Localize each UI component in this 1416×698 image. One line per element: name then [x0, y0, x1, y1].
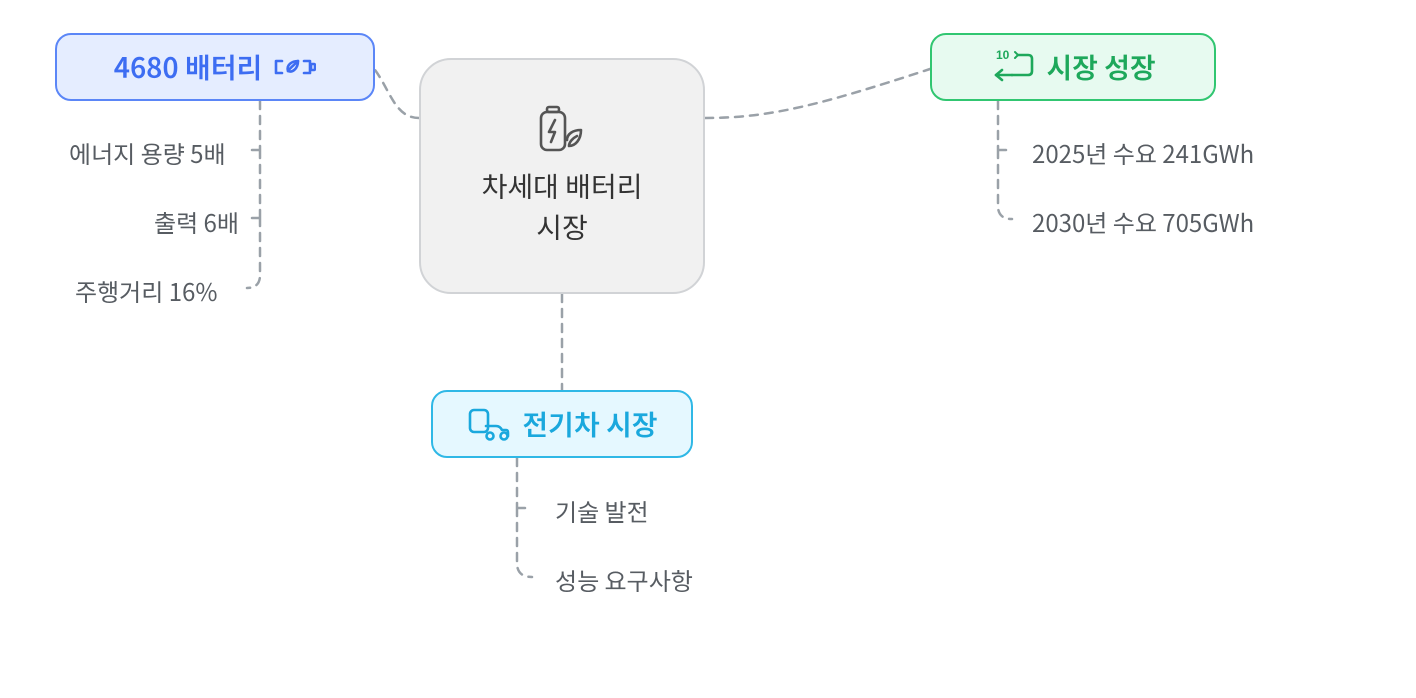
left-node-title: 4680 배터리 — [114, 47, 263, 87]
right-node-title: 시장 성장 — [1046, 47, 1155, 87]
connectors — [0, 0, 1416, 698]
ev-devices-icon — [466, 406, 512, 442]
center-title-line2: 시장 — [482, 207, 643, 248]
right-node-market-growth: 10 시장 성장 — [930, 33, 1216, 101]
left-sub-item: 출력 6배 — [154, 204, 239, 239]
bottom-sub-item: 기술 발전 — [555, 493, 649, 528]
eco-battery-icon — [272, 53, 316, 81]
bottom-sub-item: 성능 요구사항 — [555, 562, 693, 597]
right-sub-item: 2030년 수요 705GWh — [1032, 204, 1254, 239]
left-sub-item: 주행거리 16% — [75, 273, 217, 308]
center-node: 차세대 배터리 시장 — [419, 58, 705, 294]
bottom-node-ev-market: 전기차 시장 — [431, 390, 693, 458]
left-node-4680-battery: 4680 배터리 — [55, 33, 375, 101]
bottom-node-title: 전기차 시장 — [522, 404, 657, 444]
battery-leaf-icon — [531, 104, 593, 160]
cycle-icon: 10 — [990, 49, 1036, 85]
left-sub-item: 에너지 용량 5배 — [69, 135, 226, 170]
center-title-line1: 차세대 배터리 — [482, 166, 643, 207]
svg-text:10: 10 — [996, 49, 1010, 62]
right-sub-item: 2025년 수요 241GWh — [1032, 135, 1254, 170]
